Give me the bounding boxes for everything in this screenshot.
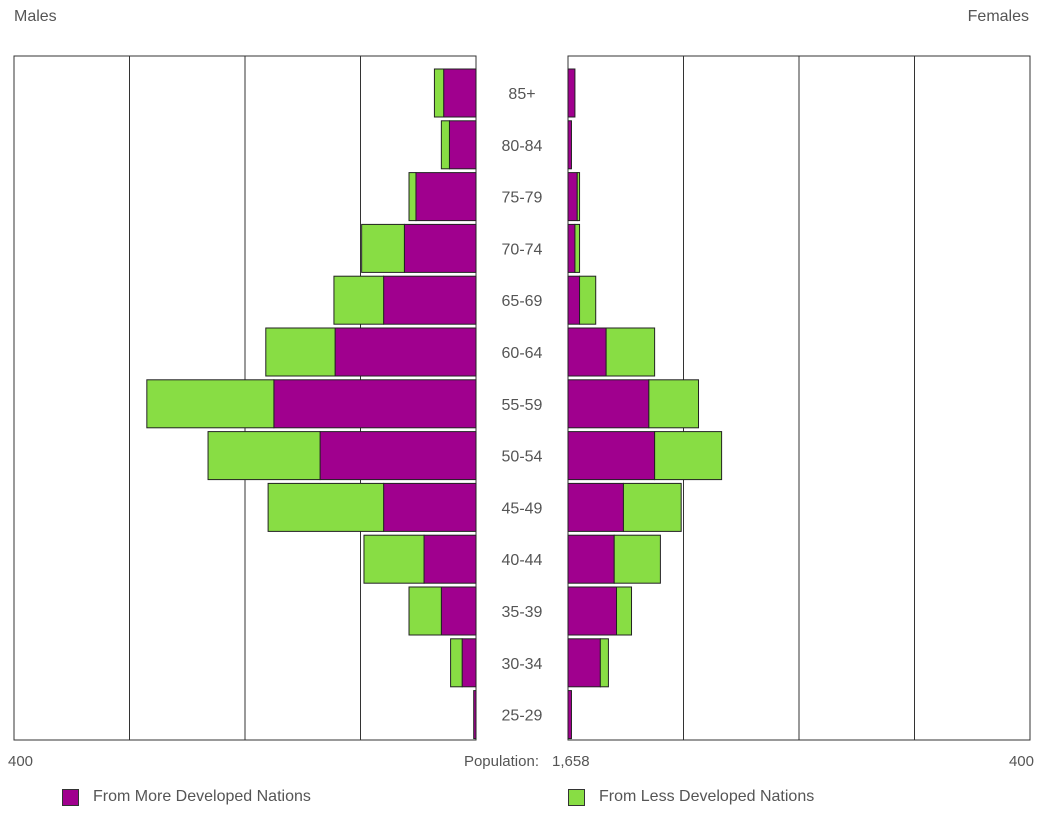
males-less-developed-bar <box>408 586 442 636</box>
age-group-label: 80-84 <box>502 138 543 155</box>
males-less-developed-bar <box>265 327 336 377</box>
age-group-label: 30-34 <box>502 656 543 673</box>
males-more-developed-bar <box>403 223 477 273</box>
females-more-developed-bar <box>567 482 624 532</box>
males-less-developed-bar <box>333 275 385 325</box>
females-more-developed-bar <box>567 223 576 273</box>
females-less-developed-bar <box>616 586 633 636</box>
females-more-developed-bar <box>567 638 601 688</box>
legend-label-more-developed: From More Developed Nations <box>93 788 311 805</box>
females-less-developed-bar <box>648 379 700 429</box>
age-group-label: 45-49 <box>502 500 543 517</box>
males-more-developed-bar <box>440 586 477 636</box>
females-less-developed-bar <box>576 172 581 222</box>
age-group-label: 40-44 <box>502 552 543 569</box>
population-total: 1,658 <box>552 753 590 770</box>
legend-swatch-more-developed <box>62 788 79 806</box>
males-title: Males <box>14 8 57 25</box>
females-less-developed-bar <box>579 275 597 325</box>
right-axis-max-label: 400 <box>1009 753 1034 770</box>
males-more-developed-bar <box>334 327 477 377</box>
females-less-developed-bar <box>622 482 682 532</box>
females-less-developed-bar <box>574 223 581 273</box>
males-less-developed-bar <box>361 223 405 273</box>
age-group-label: 65-69 <box>502 293 543 310</box>
left-axis-max-label: 400 <box>8 753 33 770</box>
females-more-developed-bar <box>567 68 576 118</box>
legend-label-less-developed: From Less Developed Nations <box>599 788 815 805</box>
males-less-developed-bar <box>207 431 321 481</box>
males-less-developed-bar <box>408 172 417 222</box>
males-more-developed-bar <box>273 379 477 429</box>
females-more-developed-bar <box>567 172 578 222</box>
legend-item-less-developed: From Less Developed Nations <box>568 788 814 806</box>
females-less-developed-bar <box>654 431 723 481</box>
age-group-label: 50-54 <box>502 449 543 466</box>
legend-swatch-less-developed <box>568 788 585 806</box>
males-less-developed-bar <box>363 534 425 584</box>
females-title: Females <box>967 8 1029 25</box>
age-group-label: 25-29 <box>502 708 543 725</box>
females-more-developed-bar <box>567 379 650 429</box>
females-more-developed-bar <box>567 586 618 636</box>
population-label: Population: <box>464 753 539 770</box>
age-group-label: 75-79 <box>502 190 543 207</box>
age-group-label: 70-74 <box>502 241 543 258</box>
age-group-label: 85+ <box>508 86 535 103</box>
males-more-developed-bar <box>443 68 477 118</box>
bars-layer <box>146 68 723 740</box>
males-less-developed-bar <box>146 379 275 429</box>
females-less-developed-bar <box>605 327 656 377</box>
males-more-developed-bar <box>415 172 477 222</box>
males-more-developed-bar <box>423 534 477 584</box>
males-less-developed-bar <box>450 638 463 688</box>
males-less-developed-bar <box>433 68 445 118</box>
males-less-developed-bar <box>440 120 450 170</box>
females-more-developed-bar <box>567 120 572 170</box>
males-less-developed-bar <box>267 482 385 532</box>
females-more-developed-bar <box>567 431 656 481</box>
age-group-label: 35-39 <box>502 604 543 621</box>
males-more-developed-bar <box>319 431 477 481</box>
females-less-developed-bar <box>613 534 661 584</box>
age-group-label: 60-64 <box>502 345 543 362</box>
males-more-developed-bar <box>473 690 477 740</box>
age-group-label: 55-59 <box>502 397 543 414</box>
males-more-developed-bar <box>448 120 477 170</box>
females-more-developed-bar <box>567 690 572 740</box>
females-less-developed-bar <box>599 638 609 688</box>
males-more-developed-bar <box>383 275 477 325</box>
category-labels: 85+ 80-84 75-79 70-74 65-69 60-64 55-59 50-54 45… <box>502 86 543 725</box>
legend-item-more-developed: From More Developed Nations <box>62 788 311 806</box>
females-more-developed-bar <box>567 327 607 377</box>
males-more-developed-bar <box>461 638 477 688</box>
females-more-developed-bar <box>567 534 615 584</box>
males-more-developed-bar <box>383 482 477 532</box>
females-more-developed-bar <box>567 275 581 325</box>
